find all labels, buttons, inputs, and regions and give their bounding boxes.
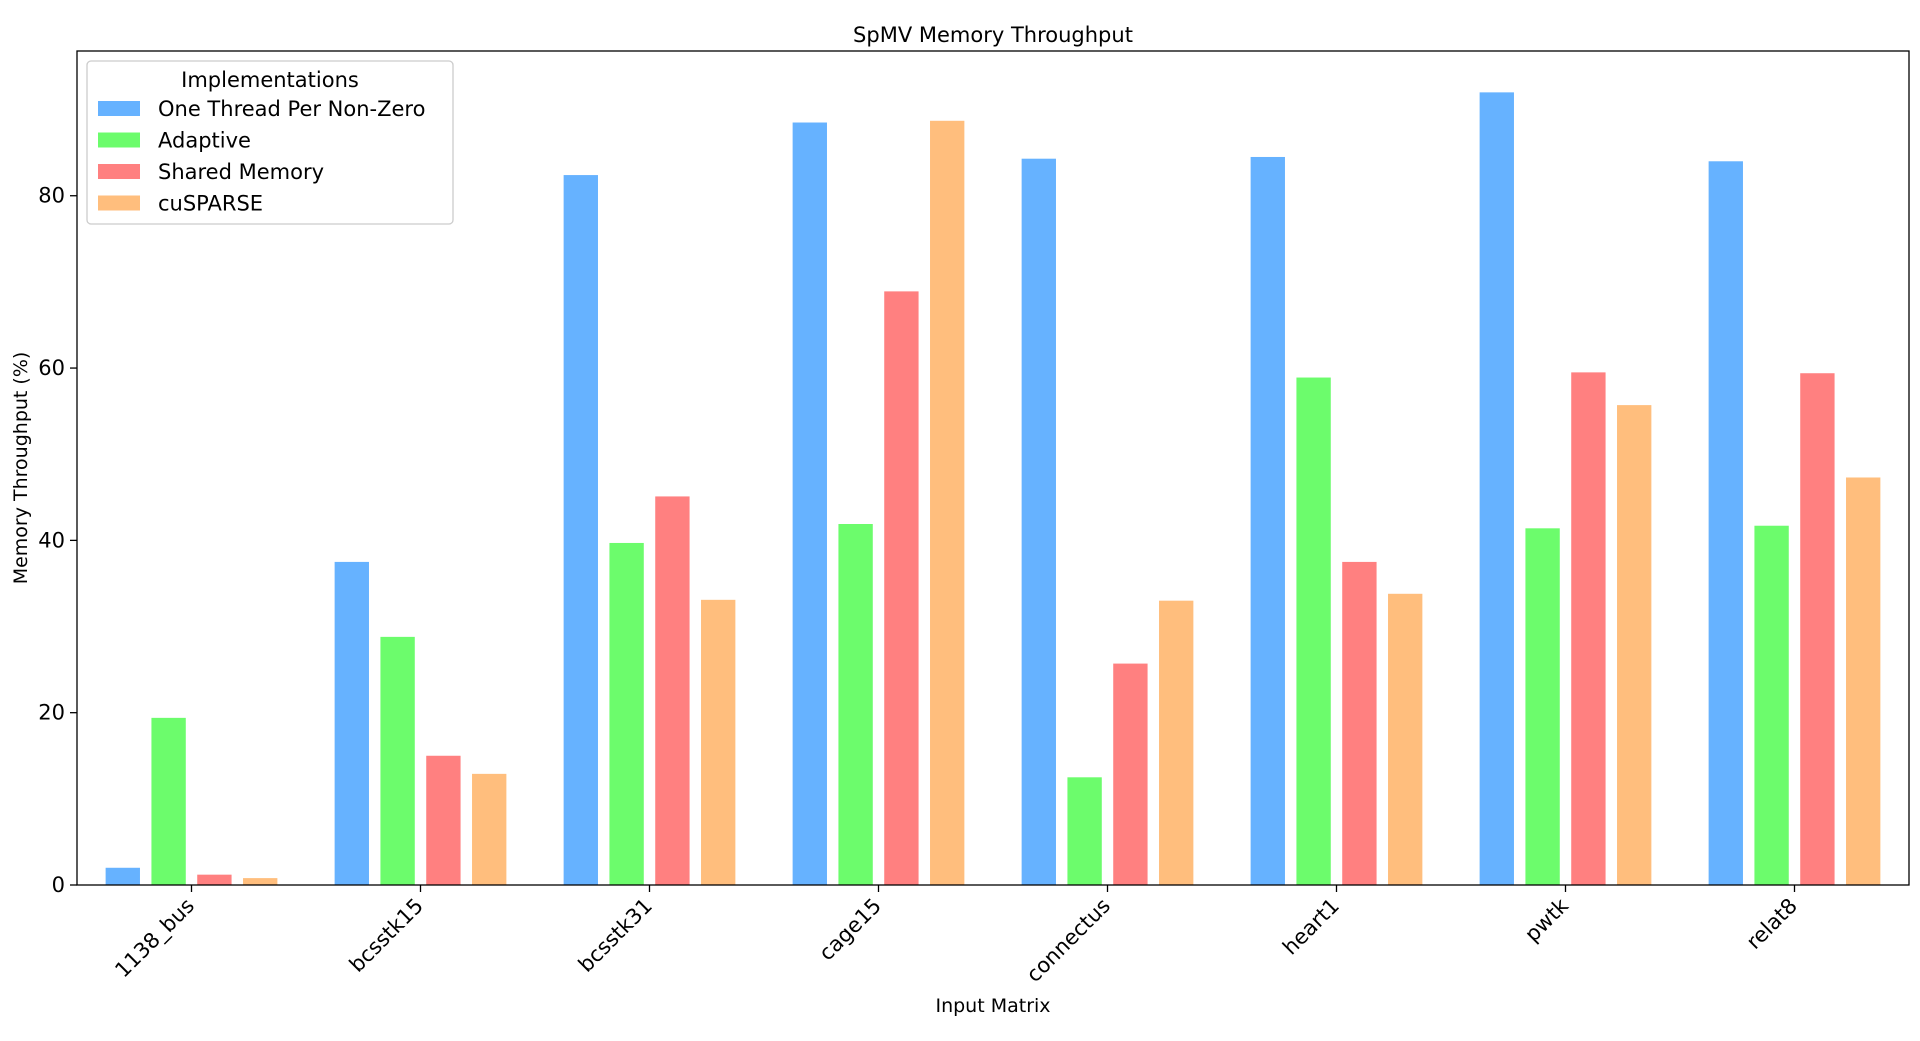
legend-label: Shared Memory [158, 160, 324, 184]
bar-adaptive-bcsstk31 [609, 542, 644, 885]
y-tick-label: 80 [38, 184, 65, 208]
bar-one-thread-per-non-zero-cage15 [792, 122, 827, 885]
bar-one-thread-per-non-zero-pwtk [1479, 92, 1514, 886]
y-tick-label: 60 [38, 356, 65, 380]
legend-swatch [98, 101, 140, 116]
x-axis-ticks: 1138_bus bcsstk15 bcsstk31 cage15 connectus h… [110, 885, 1802, 987]
bar-one-thread-per-non-zero-relat8 [1708, 161, 1743, 885]
legend-box [86, 60, 454, 225]
legend-label: Adaptive [158, 129, 251, 153]
bar-one-thread-per-non-zero-bcsstk15 [334, 561, 369, 885]
y-axis-ticks: 0 20 40 60 80 [38, 184, 77, 897]
x-tick-label: 1138_bus [110, 894, 199, 983]
y-tick-label: 20 [38, 701, 65, 725]
bar-shared-memory-heart1 [1342, 561, 1377, 885]
x-tick-label: pwtk [1520, 893, 1574, 947]
bar-adaptive-relat8 [1754, 525, 1789, 885]
bar-one-thread-per-non-zero-1138-bus [105, 867, 140, 885]
bars-layer [105, 92, 1881, 886]
x-tick-label: relat8 [1742, 894, 1802, 954]
x-tick-label: connectus [1022, 894, 1115, 987]
bar-shared-memory-bcsstk31 [655, 496, 690, 885]
bar-cusparse-cage15 [930, 120, 965, 886]
x-tick-label: bcsstk15 [345, 894, 428, 977]
y-tick-label: 40 [38, 528, 65, 552]
bar-shared-memory-bcsstk15 [426, 755, 461, 885]
legend-label: One Thread Per Non-Zero [158, 97, 425, 121]
legend-label: cuSPARSE [158, 192, 263, 216]
bar-one-thread-per-non-zero-bcsstk31 [563, 175, 598, 885]
bar-adaptive-connectus [1067, 777, 1102, 885]
bar-cusparse-bcsstk31 [701, 599, 736, 885]
bar-cusparse-pwtk [1617, 405, 1652, 885]
bar-adaptive-heart1 [1296, 377, 1331, 885]
plot-frame [76, 50, 1910, 886]
bar-adaptive-bcsstk15 [380, 636, 415, 885]
bar-cusparse-connectus [1159, 600, 1194, 885]
legend-swatch [98, 164, 140, 179]
bar-one-thread-per-non-zero-heart1 [1250, 156, 1285, 886]
x-tick-label: cage15 [814, 894, 886, 966]
bar-cusparse-relat8 [1846, 477, 1881, 885]
bar-shared-memory-connectus [1113, 663, 1148, 885]
legend-swatch [98, 195, 140, 211]
bar-adaptive-cage15 [838, 524, 873, 885]
x-tick-label: heart1 [1278, 894, 1344, 960]
bar-one-thread-per-non-zero-connectus [1021, 158, 1056, 885]
bar-cusparse-bcsstk15 [472, 773, 507, 885]
bar-cusparse-heart1 [1388, 593, 1423, 885]
x-axis-label: Input Matrix [935, 995, 1050, 1017]
y-axis-label: Memory Throughput (%) [10, 352, 32, 585]
bar-adaptive-1138-bus [151, 717, 186, 885]
chart-title: SpMV Memory Throughput [853, 23, 1133, 47]
bar-cusparse-1138-bus [243, 878, 278, 885]
legend-swatch [98, 132, 140, 148]
bar-shared-memory-1138-bus [197, 874, 232, 885]
bar-shared-memory-pwtk [1571, 372, 1606, 885]
bar-shared-memory-cage15 [884, 291, 919, 885]
legend-title: Implementations [181, 68, 359, 92]
x-tick-label: bcsstk31 [574, 894, 657, 977]
bar-adaptive-pwtk [1525, 528, 1560, 885]
legend-items: One Thread Per Non-Zero Adaptive Shared Me… [98, 97, 425, 216]
bar-shared-memory-relat8 [1800, 373, 1835, 885]
legend: Implementations One Thread Per Non-Zero A… [86, 60, 454, 225]
y-tick-label: 0 [52, 873, 65, 897]
